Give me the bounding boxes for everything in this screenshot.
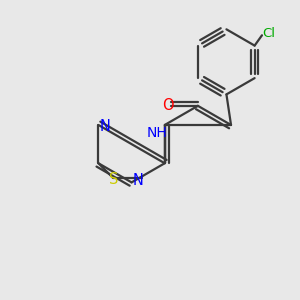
Text: N: N — [100, 119, 110, 134]
Text: NH: NH — [147, 126, 168, 140]
Text: S: S — [109, 172, 118, 187]
Text: Cl: Cl — [262, 27, 275, 40]
Text: N: N — [133, 173, 143, 188]
Text: O: O — [163, 98, 174, 113]
